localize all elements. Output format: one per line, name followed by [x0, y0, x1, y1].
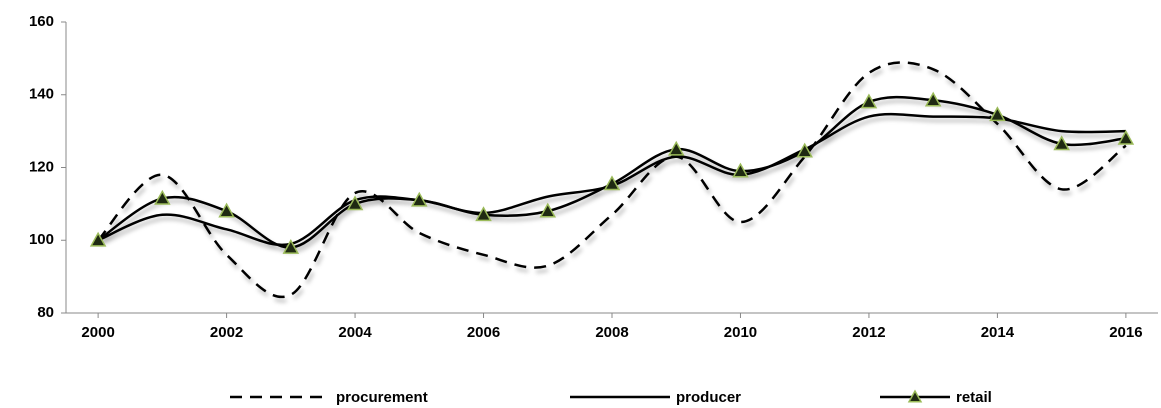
marker — [154, 189, 171, 205]
legend-label: retail — [956, 389, 992, 406]
x-tick-label: 2012 — [852, 324, 885, 341]
marker — [603, 175, 621, 191]
marker — [1117, 129, 1135, 145]
marker — [732, 162, 749, 178]
marker — [539, 202, 557, 218]
legend-marker — [907, 389, 923, 403]
marker — [218, 202, 235, 218]
x-tick-label: 2006 — [467, 324, 500, 341]
marker — [924, 91, 942, 107]
x-tick-label: 2002 — [210, 324, 243, 341]
x-tick-label: 2010 — [724, 324, 757, 341]
x-tick-label: 2004 — [338, 324, 372, 341]
marker — [89, 231, 107, 247]
series-line — [97, 61, 1127, 298]
y-tick-label: 80 — [37, 304, 54, 321]
x-tick-label: 2008 — [595, 324, 628, 341]
y-tick-label: 160 — [29, 13, 54, 30]
x-tick-label: 2000 — [81, 324, 114, 341]
marker — [475, 206, 492, 222]
marker — [282, 238, 300, 254]
marker — [989, 106, 1006, 122]
y-tick-label: 120 — [29, 158, 54, 175]
series-line — [97, 95, 1127, 249]
marker — [796, 142, 813, 158]
y-tick-label: 140 — [29, 86, 54, 103]
marker — [667, 140, 685, 156]
marker — [411, 191, 428, 207]
y-tick-label: 100 — [29, 231, 54, 248]
marker — [1053, 135, 1070, 151]
x-tick-label: 2016 — [1109, 324, 1142, 341]
x-tick-label: 2014 — [981, 324, 1015, 341]
marker — [346, 195, 364, 211]
marker — [860, 93, 878, 109]
legend-label: procurement — [336, 389, 428, 406]
legend-label: producer — [676, 389, 741, 406]
